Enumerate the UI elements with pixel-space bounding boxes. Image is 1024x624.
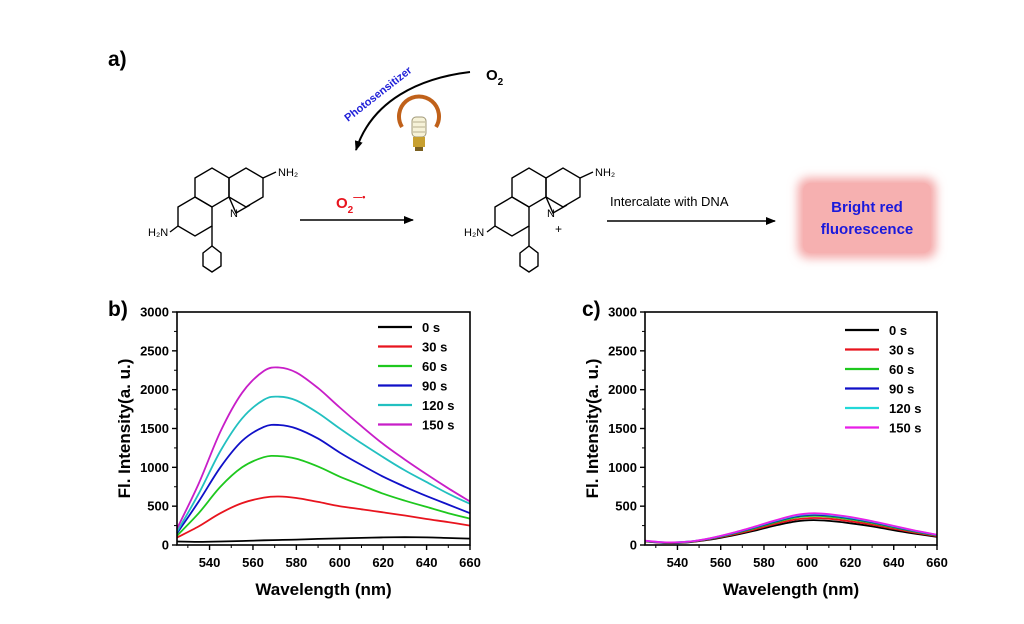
x-tick-label: 620: [840, 555, 862, 570]
panel-label: b): [108, 298, 128, 321]
legend-label: 60 s: [422, 359, 447, 374]
light-bulb-icon: [397, 94, 441, 151]
legend-label: 90 s: [889, 382, 914, 397]
molecule-reduced: [169, 167, 277, 273]
y-tick-label: 1000: [140, 460, 169, 475]
legend-label: 120 s: [422, 398, 455, 413]
y-tick-label: 500: [147, 499, 169, 514]
oxygen-label: O2: [486, 67, 504, 88]
x-axis-label: Wavelength (nm): [255, 580, 391, 599]
h2n-label-oxidized: H₂N: [464, 227, 484, 239]
x-tick-label: 660: [926, 555, 948, 570]
legend-label: 90 s: [422, 379, 447, 394]
y-tick-label: 500: [615, 499, 637, 514]
series-line-120s: [176, 395, 471, 533]
plus-charge: +: [555, 222, 562, 236]
x-tick-label: 640: [883, 555, 905, 570]
y-tick-label: 0: [162, 538, 169, 553]
y-tick-label: 2000: [140, 382, 169, 397]
superoxide-label: O2—•: [336, 192, 365, 216]
x-tick-label: 580: [753, 555, 775, 570]
legend-label: 0 s: [889, 323, 907, 338]
nh2-label-oxidized: NH₂: [595, 167, 615, 179]
x-tick-label: 580: [286, 555, 308, 570]
y-tick-label: 3000: [140, 305, 169, 320]
y-axis-label: Fl. Intensity(a. u.): [115, 359, 134, 499]
panel-label-a: a): [108, 48, 127, 71]
x-tick-label: 540: [667, 555, 689, 570]
y-tick-label: 2500: [140, 343, 169, 358]
legend-label: 30 s: [422, 340, 447, 355]
chart-c: c) 540 560 580 600 620 640 660 0 500 1000 1500 2000 2…: [582, 298, 948, 599]
n-label-reduced: N: [230, 208, 238, 220]
n-label-oxidized: N: [547, 208, 555, 220]
legend-label: 0 s: [422, 320, 440, 335]
x-tick-label: 540: [199, 555, 221, 570]
y-tick-label: 1000: [608, 460, 637, 475]
h2n-label-reduced: H₂N: [148, 227, 168, 239]
y-tick-label: 0: [630, 538, 637, 553]
series-line-150s: [644, 512, 938, 544]
x-tick-label: 560: [242, 555, 264, 570]
x-tick-label: 600: [796, 555, 818, 570]
y-axis-label: Fl. Intensity(a. u.): [583, 359, 602, 499]
y-tick-label: 2500: [608, 343, 637, 358]
result-text-line2: fluorescence: [821, 221, 914, 238]
molecule-oxidized: [486, 167, 594, 273]
series-line-0s: [176, 536, 471, 543]
series-line-150s: [176, 366, 471, 530]
result-box: [803, 183, 931, 253]
nh2-label-reduced: NH₂: [278, 167, 298, 179]
x-tick-label: 660: [459, 555, 481, 570]
reaction-scheme: a) O2 Photosensitizer NH₂ H₂N: [108, 48, 936, 273]
series-line-0s: [644, 519, 938, 545]
y-tick-label: 3000: [608, 305, 637, 320]
legend-label: 30 s: [889, 343, 914, 358]
intercalate-label: Intercalate with DNA: [610, 194, 729, 209]
x-axis-label: Wavelength (nm): [723, 580, 859, 599]
y-tick-label: 1500: [140, 421, 169, 436]
legend-label: 60 s: [889, 362, 914, 377]
y-tick-label: 2000: [608, 382, 637, 397]
chart-b: b) 540 560 580 600 620 640 660 0 500 1000 1500 2000 2…: [108, 298, 481, 599]
legend-label: 120 s: [889, 401, 922, 416]
series-line-90s: [176, 423, 471, 534]
panel-label: c): [582, 298, 601, 321]
x-tick-label: 600: [329, 555, 351, 570]
series-line-30s: [176, 495, 471, 539]
x-tick-label: 560: [710, 555, 732, 570]
y-tick-label: 1500: [608, 421, 637, 436]
legend-label: 150 s: [889, 421, 922, 436]
result-text-line1: Bright red: [831, 199, 903, 216]
photosensitizer-label: Photosensitizer: [342, 64, 414, 124]
photosensitizer-curved-arrow: [354, 71, 471, 151]
legend-label: 150 s: [422, 418, 455, 433]
x-tick-label: 620: [372, 555, 394, 570]
x-tick-label: 640: [416, 555, 438, 570]
series-line-60s: [176, 454, 471, 537]
